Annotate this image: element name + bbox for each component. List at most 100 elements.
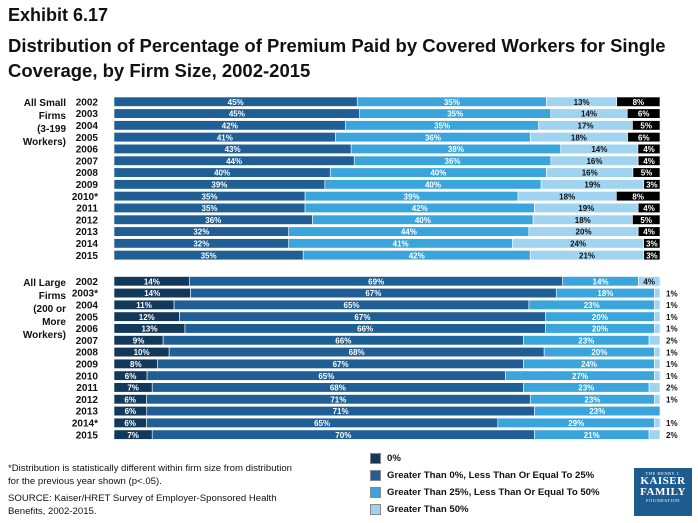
year-label: 2012 xyxy=(76,395,99,406)
year-label: 2013 xyxy=(76,227,99,238)
group-label-small-firms: All Small Firms (3-199 Workers) xyxy=(0,97,66,149)
bar-segment-gt50 xyxy=(654,323,661,334)
data-label: 41% xyxy=(217,133,233,142)
group-label-line: Firms xyxy=(38,291,66,302)
year-label: 2007 xyxy=(76,156,99,167)
year-label: 2007 xyxy=(76,336,99,347)
exhibit-number: Exhibit 6.17 xyxy=(8,5,109,25)
logo-line-2: KAISER xyxy=(640,475,686,487)
data-label: 13% xyxy=(141,325,157,334)
legend-item-gt50: Greater Than 50% xyxy=(370,501,600,518)
data-label: 45% xyxy=(229,110,245,119)
year-label: 2005 xyxy=(76,312,99,323)
legend-label: Greater Than 50% xyxy=(387,504,469,515)
data-label: 71% xyxy=(330,395,346,404)
data-label: 44% xyxy=(401,228,417,237)
data-label: 35% xyxy=(201,251,217,260)
data-label: 7% xyxy=(127,431,139,440)
data-label: 71% xyxy=(333,407,349,416)
bar-segment-undefined xyxy=(637,226,661,237)
group-label-line: (200 or xyxy=(33,304,66,315)
data-label: 69% xyxy=(368,277,384,286)
year-label: 2002 xyxy=(76,97,99,108)
data-label: 13% xyxy=(574,98,590,107)
data-label: 35% xyxy=(444,98,460,107)
year-label: 2004 xyxy=(76,300,99,311)
data-label: 14% xyxy=(581,110,597,119)
data-label: 4% xyxy=(643,228,655,237)
year-label: 2003 xyxy=(76,109,99,120)
data-label: 1% xyxy=(666,301,678,310)
bar-segment-gt50 xyxy=(654,287,661,299)
bar-segment-gt50 xyxy=(654,346,661,358)
logo-line-4: FOUNDATION xyxy=(646,498,680,503)
data-label: 44% xyxy=(226,157,242,166)
data-label: 35% xyxy=(434,121,450,130)
group-label-large-firms: All Large Firms (200 or More Workers) xyxy=(0,277,66,342)
bar-segment-gt50 xyxy=(654,370,661,381)
data-label: 1% xyxy=(666,325,678,334)
data-label: 18% xyxy=(597,289,613,298)
data-label: 8% xyxy=(130,360,142,369)
data-label: 6% xyxy=(638,133,650,142)
data-label: 21% xyxy=(584,431,600,440)
data-label: 19% xyxy=(578,204,594,213)
year-label: 2011 xyxy=(76,204,98,215)
data-label: 4% xyxy=(643,157,655,166)
data-label: 3% xyxy=(646,251,658,260)
data-label: 4% xyxy=(643,204,655,213)
data-label: 14% xyxy=(591,145,607,154)
data-label: 2% xyxy=(666,431,678,440)
data-label: 9% xyxy=(133,336,145,345)
data-label: 16% xyxy=(582,169,598,178)
data-label: 1% xyxy=(666,419,678,428)
data-label: 35% xyxy=(447,110,463,119)
data-label: 32% xyxy=(193,228,209,237)
data-label: 66% xyxy=(335,336,351,345)
data-label: 16% xyxy=(586,157,602,166)
data-label: 5% xyxy=(641,169,653,178)
data-label: 1% xyxy=(666,348,678,357)
chart-title: Distribution of Percentage of Premium Pa… xyxy=(8,35,666,81)
data-label: 66% xyxy=(357,325,373,334)
data-label: 68% xyxy=(349,348,365,357)
data-label: 20% xyxy=(592,325,608,334)
data-label: 42% xyxy=(222,121,238,130)
data-label: 40% xyxy=(425,180,441,189)
year-label: 2004 xyxy=(76,121,99,132)
data-label: 70% xyxy=(335,431,351,440)
group-label-line: More xyxy=(42,317,66,328)
legend-label: Greater Than 25%, Less Than Or Equal To … xyxy=(387,487,600,498)
data-label: 35% xyxy=(202,204,218,213)
bar-segment-gt50 xyxy=(654,394,661,405)
data-label: 36% xyxy=(425,133,441,142)
bar-segment-gt50 xyxy=(654,417,661,428)
data-label: 6% xyxy=(125,407,137,416)
data-label: 39% xyxy=(211,180,227,189)
legend-swatch xyxy=(370,453,381,464)
data-label: 23% xyxy=(589,407,605,416)
data-label: 14% xyxy=(593,277,609,286)
data-label: 65% xyxy=(314,419,330,428)
bar-segment-undefined xyxy=(643,250,661,261)
data-label: 39% xyxy=(404,192,420,201)
data-label: 1% xyxy=(666,313,678,322)
data-label: 29% xyxy=(568,419,584,428)
bar-segment-undefined xyxy=(632,167,661,178)
year-label: 2002 xyxy=(76,277,99,288)
data-label: 1% xyxy=(666,360,678,369)
bar-segment-undefined xyxy=(643,179,661,190)
group-label-line: Workers) xyxy=(22,137,66,148)
data-label: 40% xyxy=(214,169,230,178)
data-label: 20% xyxy=(576,228,592,237)
source-note: SOURCE: Kaiser/HRET Survey of Employer-S… xyxy=(8,493,277,517)
year-label: 2003* xyxy=(72,289,98,300)
data-label: 35% xyxy=(202,192,218,201)
data-label: 18% xyxy=(559,192,575,201)
data-label: 8% xyxy=(633,98,645,107)
data-label: 8% xyxy=(632,192,644,201)
data-label: 20% xyxy=(591,348,607,357)
legend-swatch xyxy=(370,487,381,498)
data-label: 65% xyxy=(318,372,334,381)
data-label: 43% xyxy=(225,145,241,154)
